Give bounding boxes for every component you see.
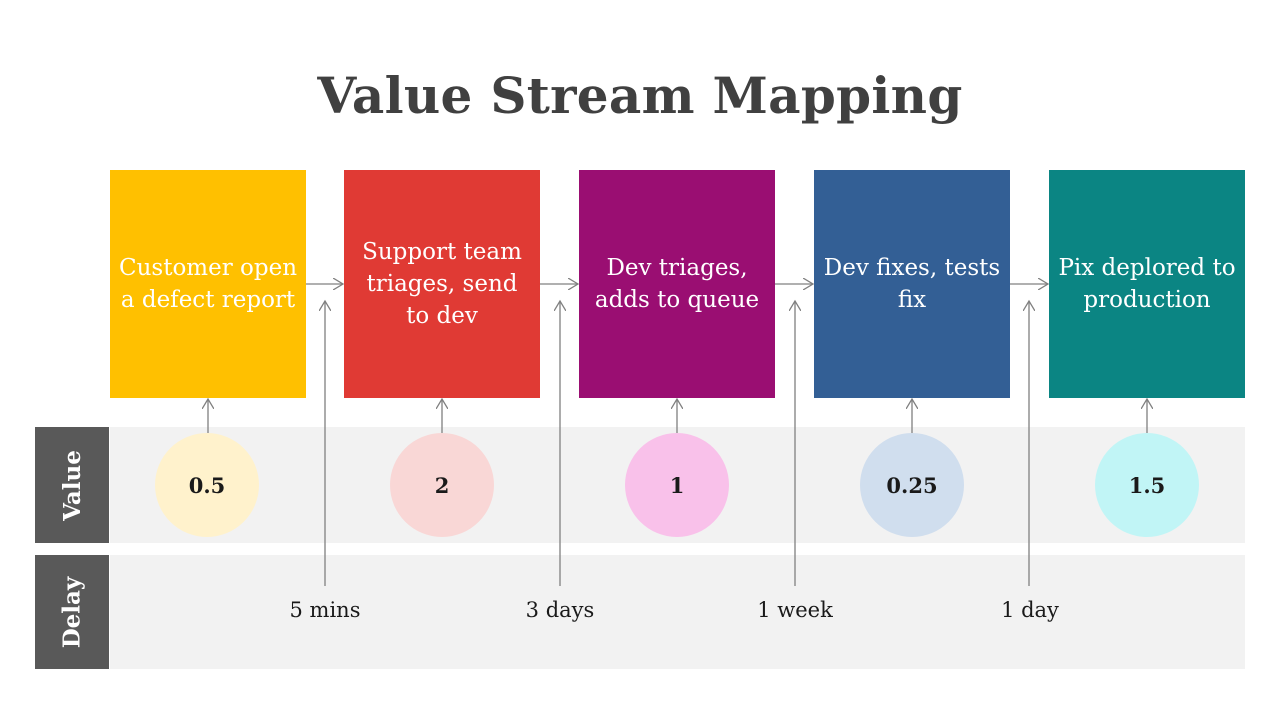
value-row-label-text: Value <box>58 449 86 521</box>
value-row-label: Value <box>35 427 109 543</box>
step-label: Customer open a defect report <box>118 255 298 313</box>
value-text: 0.25 <box>886 472 938 498</box>
value-circle: 2 <box>390 433 494 537</box>
value-circle: 1 <box>625 433 729 537</box>
step-box-support-triage: Support team triages, send to dev <box>344 170 540 398</box>
step-label: Dev triages, adds to queue <box>594 255 760 313</box>
delay-label: 5 mins <box>289 598 361 622</box>
step-box-dev-triage: Dev triages, adds to queue <box>579 170 775 398</box>
page-title: Value Stream Mapping <box>317 66 963 125</box>
step-box-customer-report: Customer open a defect report <box>110 170 306 398</box>
value-text: 1.5 <box>1128 472 1166 498</box>
delay-label: 3 days <box>525 598 595 622</box>
delay-row-label-text: Delay <box>58 576 86 648</box>
delay-label: 1 week <box>757 598 833 622</box>
value-circle: 0.5 <box>155 433 259 537</box>
value-circle: 0.25 <box>860 433 964 537</box>
step-label: Pix deplored to production <box>1058 255 1236 313</box>
step-box-dev-fix: Dev fixes, tests fix <box>814 170 1010 398</box>
delay-label: 1 day <box>1001 598 1059 622</box>
value-text: 2 <box>434 472 450 498</box>
delay-row-label: Delay <box>35 555 109 669</box>
delay-band <box>110 555 1245 669</box>
value-text: 1 <box>669 472 685 498</box>
step-box-production-deploy: Pix deplored to production <box>1049 170 1245 398</box>
step-label: Dev fixes, tests fix <box>823 255 1001 313</box>
value-text: 0.5 <box>188 472 226 498</box>
value-circle: 1.5 <box>1095 433 1199 537</box>
step-label: Support team triages, send to dev <box>362 239 522 329</box>
